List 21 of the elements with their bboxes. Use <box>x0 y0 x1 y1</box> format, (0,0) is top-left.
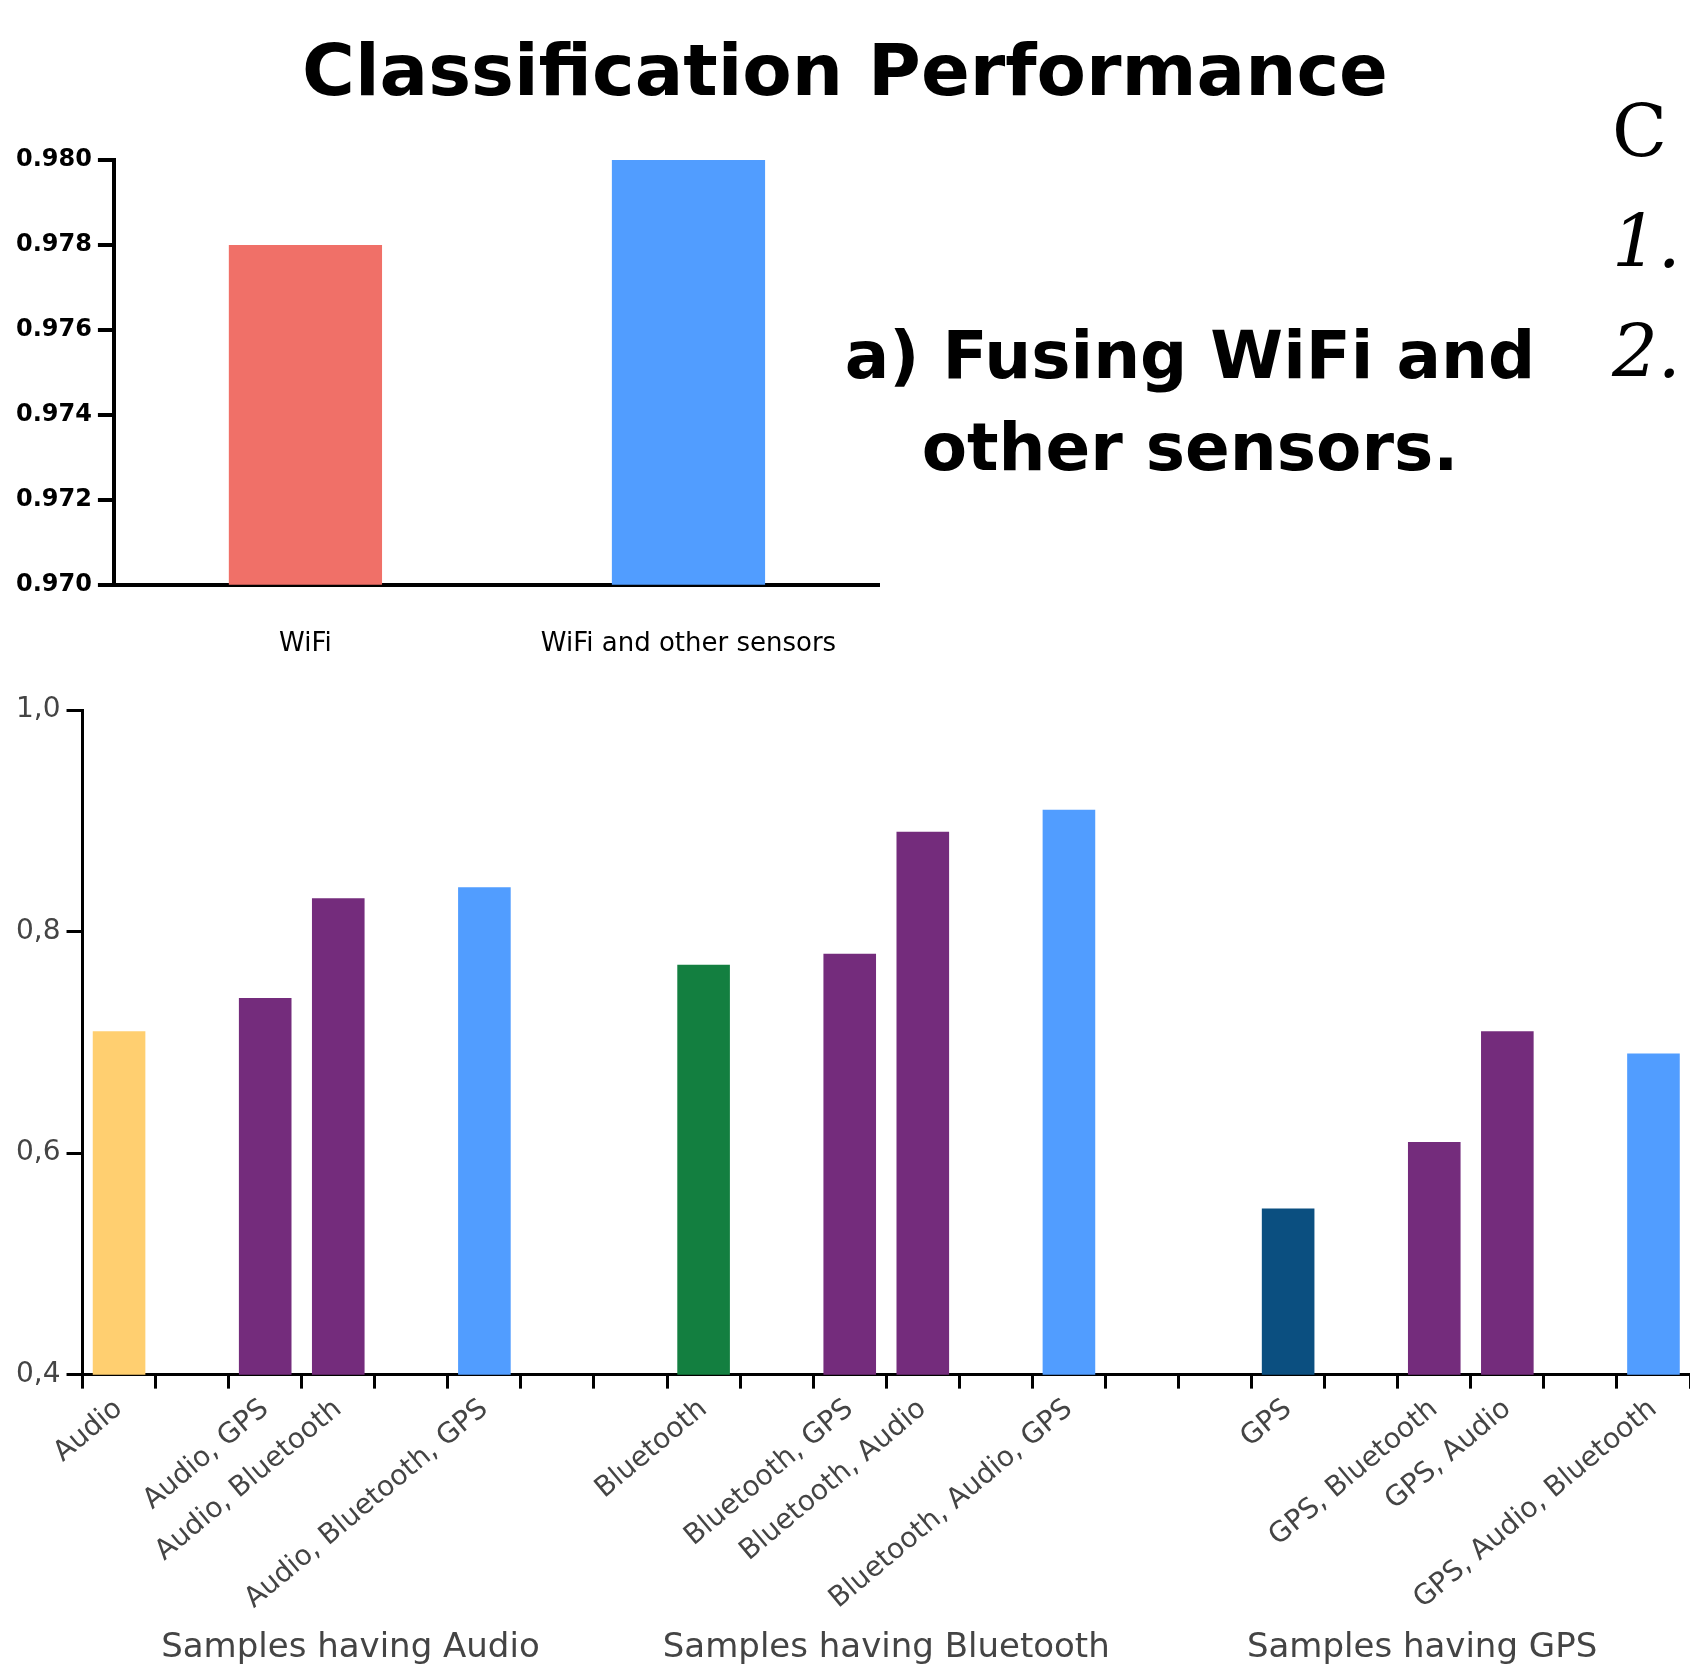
annotation: a) Fusing WiFi and other sensors. <box>843 316 1537 488</box>
y-tick-label: 0.974 <box>15 399 92 428</box>
text: C <box>1612 90 1668 174</box>
x-tick-label: GPS <box>1232 1391 1298 1453</box>
x-tick-label: WiFi <box>279 627 332 658</box>
text: Samples having GPS <box>1246 1625 1598 1665</box>
chart-title: Classification Performance <box>302 28 1388 112</box>
y-tick-label: 0.976 <box>15 314 92 343</box>
y-tick-label: 0.978 <box>15 229 92 258</box>
x-tick-label: WiFi and other sensors <box>540 627 837 658</box>
y-tick-label: 0.972 <box>15 484 92 513</box>
y-tick-label: 1,0 <box>16 691 61 725</box>
y-tick-label: 0.980 <box>15 144 92 173</box>
y-tick-label: 0,8 <box>16 912 61 946</box>
y-tick-label: 0,4 <box>16 1355 61 1389</box>
text: Samples having Bluetooth <box>662 1625 1110 1665</box>
text: 1. <box>1612 200 1681 284</box>
y-tick-label: 0,6 <box>16 1134 61 1168</box>
text: 2. <box>1612 310 1681 394</box>
y-tick-label: 0.970 <box>15 569 92 598</box>
text: Samples having Audio <box>161 1625 540 1665</box>
